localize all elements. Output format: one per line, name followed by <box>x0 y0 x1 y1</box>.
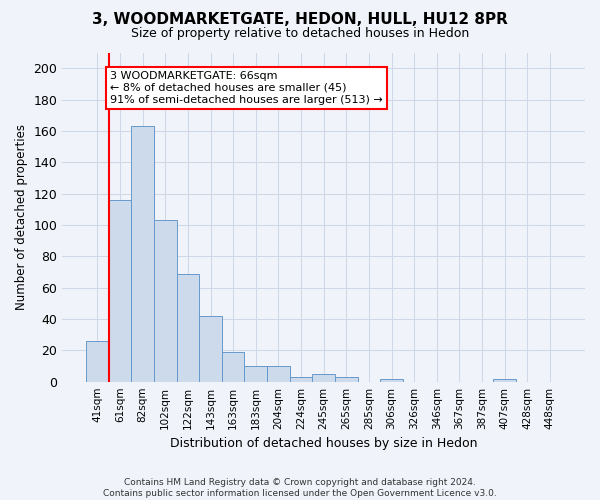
Bar <box>176 274 199 382</box>
Text: Size of property relative to detached houses in Hedon: Size of property relative to detached ho… <box>131 28 469 40</box>
Text: 3 WOODMARKETGATE: 66sqm
← 8% of detached houses are smaller (45)
91% of semi-det: 3 WOODMARKETGATE: 66sqm ← 8% of detached… <box>110 72 383 104</box>
Bar <box>267 366 290 382</box>
Y-axis label: Number of detached properties: Number of detached properties <box>15 124 28 310</box>
Bar <box>493 378 516 382</box>
Bar <box>290 377 313 382</box>
Bar <box>380 378 403 382</box>
Bar <box>222 352 244 382</box>
Bar <box>244 366 267 382</box>
Bar <box>199 316 222 382</box>
Bar <box>109 200 131 382</box>
Bar <box>131 126 154 382</box>
Bar <box>313 374 335 382</box>
X-axis label: Distribution of detached houses by size in Hedon: Distribution of detached houses by size … <box>170 437 478 450</box>
Text: 3, WOODMARKETGATE, HEDON, HULL, HU12 8PR: 3, WOODMARKETGATE, HEDON, HULL, HU12 8PR <box>92 12 508 28</box>
Bar <box>86 341 109 382</box>
Bar <box>154 220 176 382</box>
Text: Contains HM Land Registry data © Crown copyright and database right 2024.
Contai: Contains HM Land Registry data © Crown c… <box>103 478 497 498</box>
Bar <box>335 377 358 382</box>
